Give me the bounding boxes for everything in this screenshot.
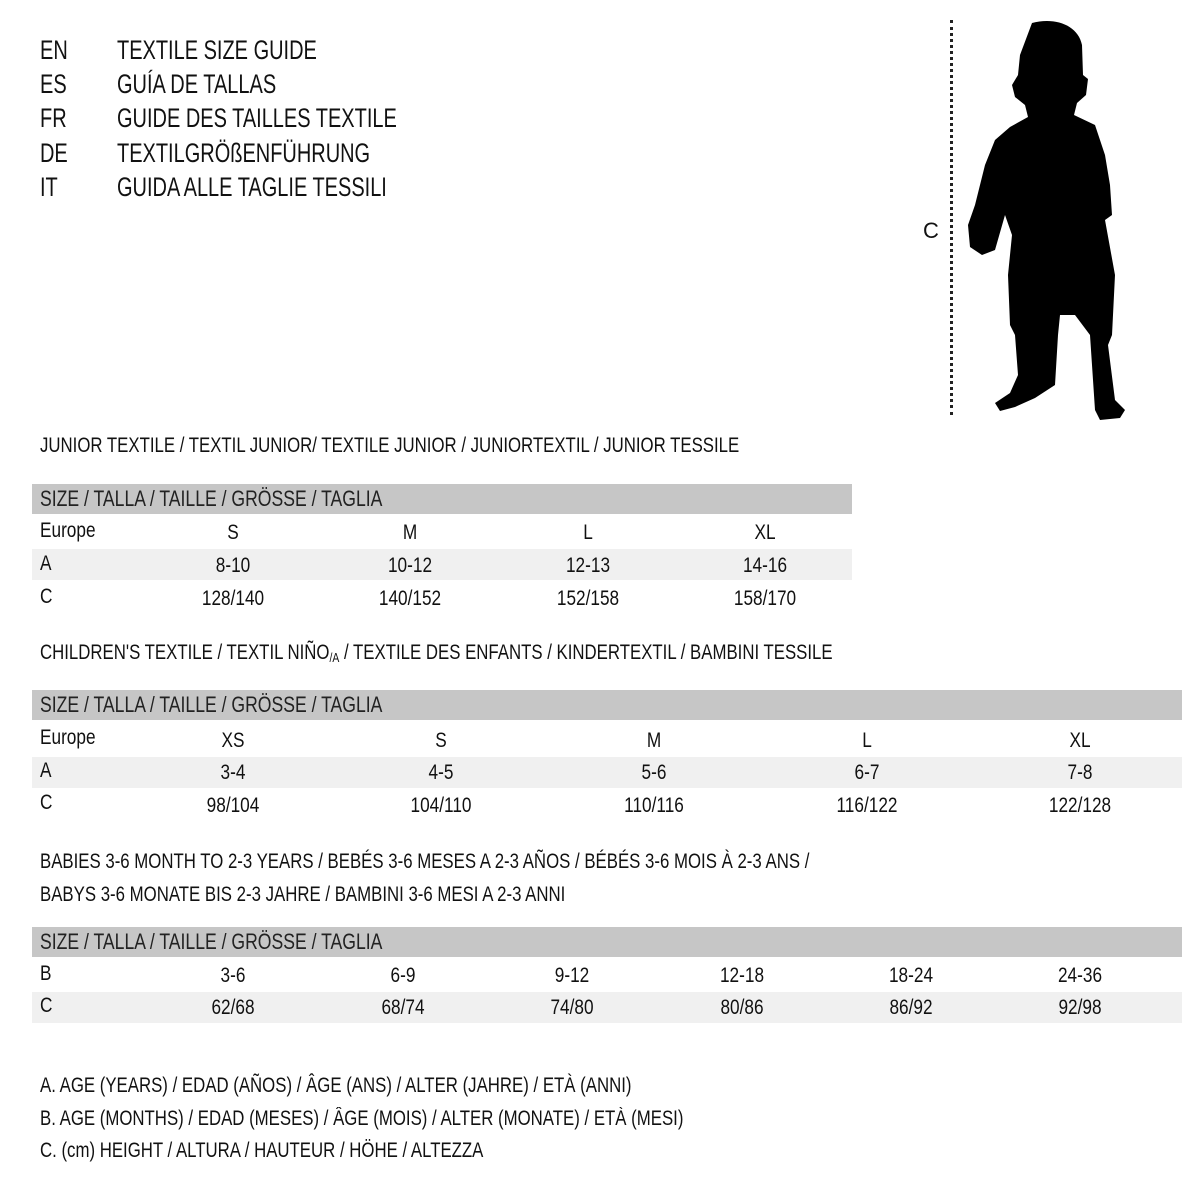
table-cell: L <box>583 521 593 544</box>
row-label: A <box>40 552 52 575</box>
height-dotted-line <box>950 20 953 415</box>
table-cell: S <box>435 729 447 752</box>
table-cell: XL <box>1069 729 1091 752</box>
table-cell: 10-12 <box>387 554 433 577</box>
measure-label: C <box>923 218 939 243</box>
table-cell: 116/122 <box>836 794 898 817</box>
table-cell: XL <box>754 521 776 544</box>
section-title: CHILDREN'S TEXTILE / TEXTIL NIÑO/A / TEX… <box>40 641 833 665</box>
lang-title: GUIDE DES TAILLES TEXTILE <box>117 103 397 133</box>
table-cell: 4-5 <box>428 761 454 784</box>
table-cell: 7-8 <box>1067 761 1093 784</box>
section-title: BABIES 3-6 MONTH TO 2-3 YEARS / BEBÉS 3-… <box>40 850 810 873</box>
legend-item: B. AGE (MONTHS) / EDAD (MESES) / ÂGE (MO… <box>40 1107 684 1130</box>
row-stripe <box>32 549 852 580</box>
lang-title: TEXTILGRÖßENFÜHRUNG <box>117 138 371 168</box>
row-stripe <box>32 992 1182 1023</box>
table-cell: 14-16 <box>742 554 788 577</box>
row-label: C <box>40 585 53 608</box>
table-cell: 152/158 <box>556 587 620 610</box>
table-cell: M <box>646 729 662 752</box>
child-silhouette-icon <box>968 21 1125 421</box>
table-cell: 8-10 <box>215 554 251 577</box>
lang-code: IT <box>40 172 58 202</box>
row-label: C <box>40 994 53 1017</box>
section-title: BABYS 3-6 MONATE BIS 2-3 JAHRE / BAMBINI… <box>40 883 566 906</box>
lang-code: ES <box>40 69 67 99</box>
table-cell: L <box>862 729 872 752</box>
table-cell: S <box>227 521 239 544</box>
table-cell: 158/170 <box>733 587 797 610</box>
table-cell: 3-4 <box>220 761 246 784</box>
table-cell: 122/128 <box>1048 794 1112 817</box>
section-title: JUNIOR TEXTILE / TEXTIL JUNIOR/ TEXTILE … <box>40 434 740 457</box>
table-cell: 6-9 <box>390 964 416 987</box>
table-cell: 86/92 <box>889 996 933 1019</box>
table-cell: 104/110 <box>410 794 472 817</box>
table-cell: 74/80 <box>550 996 594 1019</box>
table-cell: 140/152 <box>378 587 442 610</box>
legend-item: A. AGE (YEARS) / EDAD (AÑOS) / ÂGE (ANS)… <box>40 1074 632 1097</box>
size-header-bar: SIZE / TALLA / TAILLE / GRÖSSE / TAGLIA <box>32 484 852 514</box>
row-label: A <box>40 759 52 782</box>
size-header-bar: SIZE / TALLA / TAILLE / GRÖSSE / TAGLIA <box>32 927 1182 957</box>
lang-title: TEXTILE SIZE GUIDE <box>117 35 317 65</box>
table-cell: 12-18 <box>719 964 765 987</box>
table-cell: 110/116 <box>624 794 684 817</box>
table-cell: 9-12 <box>554 964 590 987</box>
lang-title: GUÍA DE TALLAS <box>117 69 277 99</box>
lang-code: DE <box>40 138 68 168</box>
table-cell: 5-6 <box>641 761 667 784</box>
lang-code: FR <box>40 103 67 133</box>
legend-item: C. (cm) HEIGHT / ALTURA / HAUTEUR / HÖHE… <box>40 1139 484 1162</box>
table-cell: 98/104 <box>206 794 260 817</box>
table-cell: 6-7 <box>854 761 880 784</box>
table-cell: 80/86 <box>720 996 764 1019</box>
lang-code: EN <box>40 35 68 65</box>
size-header-bar: SIZE / TALLA / TAILLE / GRÖSSE / TAGLIA <box>32 690 1182 720</box>
table-cell: 12-13 <box>565 554 611 577</box>
row-label: C <box>40 791 53 814</box>
table-cell: 128/140 <box>201 587 265 610</box>
table-cell: 24-36 <box>1057 964 1103 987</box>
table-cell: M <box>402 521 418 544</box>
table-cell: 62/68 <box>211 996 255 1019</box>
lang-title: GUIDA ALLE TAGLIE TESSILI <box>117 172 387 202</box>
table-cell: 68/74 <box>381 996 425 1019</box>
row-label: Europe <box>40 726 96 749</box>
table-cell: 18-24 <box>888 964 934 987</box>
row-label: Europe <box>40 519 96 542</box>
row-stripe <box>32 757 1182 788</box>
table-cell: 92/98 <box>1058 996 1102 1019</box>
table-cell: 3-6 <box>220 964 246 987</box>
table-cell: XS <box>221 729 245 752</box>
row-label: B <box>40 962 52 985</box>
